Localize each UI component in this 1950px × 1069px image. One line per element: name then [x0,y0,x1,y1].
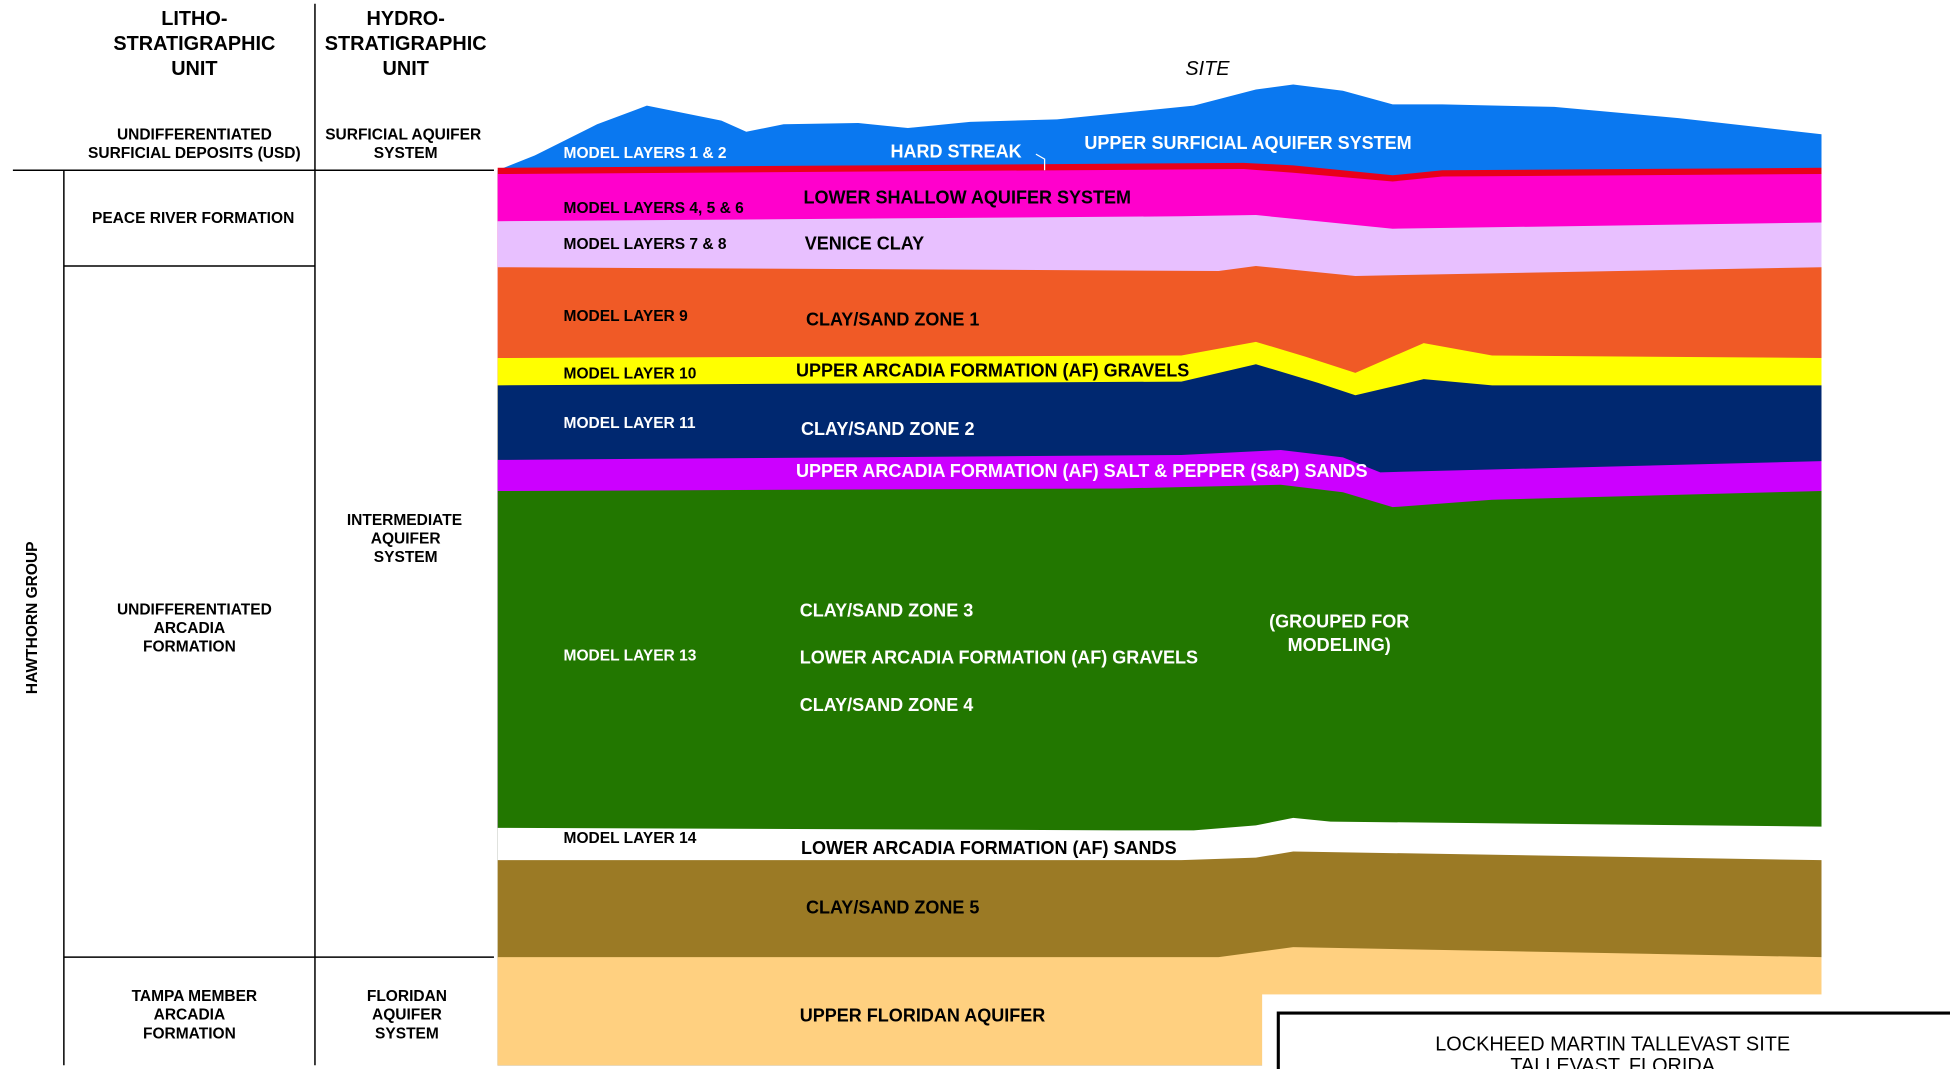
zone-label: LOWER ARCADIA FORMATION (AF) GRAVELS [800,648,1198,668]
layers [498,85,1950,1069]
header: STRATIGRAPHIC [113,33,275,55]
header: UNIT [383,58,429,80]
zone-label: UPPER ARCADIA FORMATION (AF) GRAVELS [796,360,1189,380]
zone-label: CLAY/SAND ZONE 2 [801,419,975,439]
zone-label: LOWER SHALLOW AQUIFER SYSTEM [803,188,1131,208]
model-layer: MODEL LAYER 14 [564,830,697,847]
litho-unit: SURFICIAL DEPOSITS (USD) [88,145,301,162]
model-layer: MODEL LAYER 9 [564,308,689,325]
zone-label: CLAY/SAND ZONE 4 [800,695,974,715]
section-diagram: LITHO- STRATIGRAPHIC UNIT HYDRO- STRATIG… [0,0,1950,1069]
grouped-note: MODELING) [1288,635,1391,655]
model-layer: MODEL LAYERS 4, 5 & 6 [564,200,745,217]
header: LITHO- [161,8,227,30]
zone-label: UPPER ARCADIA FORMATION (AF) SALT & PEPP… [796,461,1368,481]
hydro-unit: SYSTEM [374,549,438,566]
zone-label: UPPER SURFICIAL AQUIFER SYSTEM [1084,133,1411,153]
hydro-unit: SURFICIAL AQUIFER [325,127,481,144]
header: HYDRO- [366,8,444,30]
litho-unit: UNDIFFERENTIATED [117,601,272,618]
hydro-unit: SYSTEM [374,145,438,162]
hydro-unit: INTERMEDIATE [347,512,462,529]
zone-label: CLAY/SAND ZONE 5 [806,897,980,917]
header: STRATIGRAPHIC [325,33,487,55]
title-block-text: LOCKHEED MARTIN TALLEVAST SITE [1435,1034,1790,1056]
litho-unit: PEACE RIVER FORMATION [92,210,294,227]
litho-unit: FORMATION [143,1025,236,1042]
group-label: HAWTHORN GROUP [24,541,41,694]
zone-label: HARD STREAK [890,142,1021,162]
zone-label: LOWER ARCADIA FORMATION (AF) SANDS [801,838,1177,858]
zone-label: UPPER FLORIDAN AQUIFER [800,1006,1046,1026]
litho-unit: ARCADIA [154,1007,226,1024]
model-layer: MODEL LAYER 13 [564,647,697,664]
litho-unit: ARCADIA [154,620,226,637]
model-layer: MODEL LAYER 11 [564,415,696,432]
model-layer: MODEL LAYER 10 [564,365,697,382]
litho-unit: FORMATION [143,639,236,656]
grouped-note: (GROUPED FOR [1269,612,1409,632]
litho-unit: UNDIFFERENTIATED [117,127,272,144]
site-label: SITE [1185,58,1230,80]
hydro-unit: AQUIFER [372,1007,442,1024]
zone-label: CLAY/SAND ZONE 1 [806,309,980,329]
litho-unit: TAMPA MEMBER [132,988,258,1005]
zone-label: CLAY/SAND ZONE 3 [800,600,974,620]
title-block-text: TALLEVAST, FLORIDA [1510,1055,1715,1069]
model-layer: MODEL LAYERS 1 & 2 [564,145,727,162]
model-layer: MODEL LAYERS 7 & 8 [564,236,727,253]
zone-label: VENICE CLAY [805,234,924,254]
hydro-unit: SYSTEM [375,1025,439,1042]
hydro-unit: FLORIDAN [367,988,447,1005]
header: UNIT [171,58,217,80]
hydro-unit: AQUIFER [371,531,441,548]
